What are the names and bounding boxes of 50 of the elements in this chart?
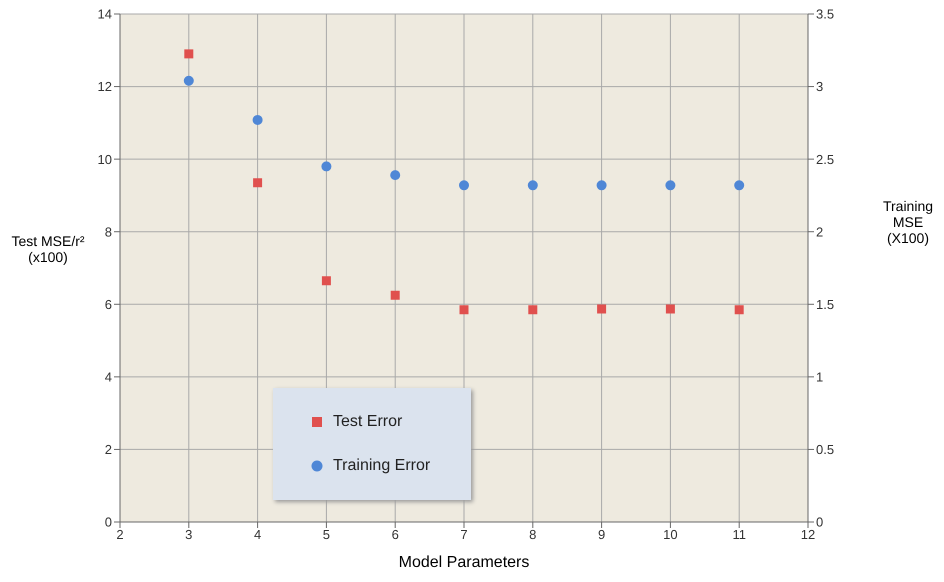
y2-tick-label: 3 — [816, 79, 824, 94]
x-tick-label: 12 — [800, 527, 816, 542]
y-tick-label: 14 — [98, 6, 112, 22]
y-tick-label: 12 — [98, 79, 112, 94]
point — [458, 180, 470, 190]
y-tick-label: 10 — [98, 152, 112, 167]
point — [666, 304, 675, 314]
x-tick-label: 10 — [663, 527, 678, 542]
point — [528, 180, 538, 190]
y2-tick-label: 1.5 — [816, 296, 834, 312]
point — [734, 305, 744, 314]
x-tick-label: 3 — [185, 527, 192, 542]
point — [734, 180, 744, 190]
x-tick-label: 7 — [460, 527, 468, 542]
point — [322, 276, 331, 286]
point — [252, 114, 263, 125]
y-tick-label: 0 — [104, 514, 112, 530]
x-tick-label: 2 — [116, 527, 124, 542]
point — [665, 180, 676, 190]
y2-tick-label: 2 — [816, 224, 824, 240]
x-tick-label: 4 — [254, 527, 262, 542]
point — [528, 305, 538, 314]
point — [596, 180, 607, 190]
y-tick-label: 4 — [104, 369, 112, 384]
y-tick-label: 6 — [104, 296, 112, 312]
x-tick-label: 5 — [322, 527, 330, 542]
y2-tick-label: 0 — [816, 514, 824, 530]
y-tick-label: 8 — [104, 224, 112, 240]
y2-axis-title: Training MSE (X100) — [882, 198, 934, 246]
legend-label: Test Error — [333, 412, 402, 432]
y-tick-label: 2 — [104, 442, 112, 458]
x-axis-title: Model Parameters — [398, 554, 530, 572]
x-tick-label: 8 — [529, 527, 536, 542]
y2-tick-label: 1 — [816, 369, 824, 384]
point — [460, 305, 468, 314]
y2-tick-label: 0.5 — [816, 442, 834, 458]
point — [390, 290, 400, 300]
point — [597, 304, 606, 314]
legend-label: Training Error — [333, 456, 430, 476]
point — [253, 178, 262, 188]
point — [390, 170, 400, 180]
point — [184, 49, 194, 58]
point — [321, 161, 332, 172]
x-tick-label: 11 — [732, 527, 746, 542]
y2-tick-label: 3.5 — [816, 6, 834, 22]
y2-tick-label: 2.5 — [816, 152, 834, 167]
point — [184, 76, 194, 86]
x-tick-label: 9 — [598, 527, 606, 542]
y-axis-title: Test MSE/r² (x100) — [10, 233, 86, 265]
x-tick-label: 6 — [392, 527, 399, 542]
